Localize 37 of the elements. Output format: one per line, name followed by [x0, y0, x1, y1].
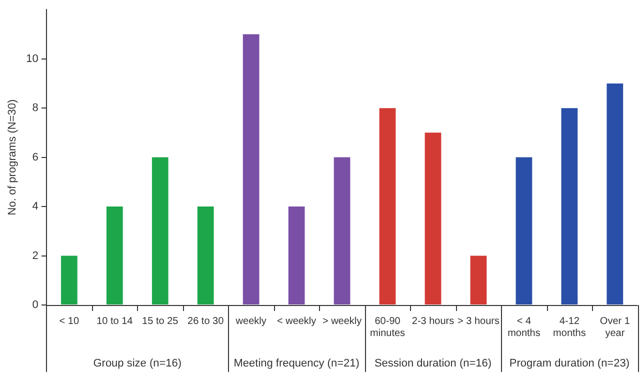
x-tick-label: 4-12 months — [553, 316, 586, 339]
bar — [470, 256, 487, 304]
bar — [152, 157, 168, 304]
bar — [334, 157, 350, 304]
x-tick-label: Over 1 year — [600, 316, 630, 339]
x-tick-label: 26 to 30 — [188, 316, 224, 327]
bar — [516, 157, 532, 304]
y-tick-label: 6 — [32, 151, 38, 164]
y-tick-label: 10 — [26, 52, 38, 65]
x-tick-label: 10 to 14 — [96, 316, 134, 327]
x-tick-label: < 10 — [59, 316, 80, 327]
x-tick-label: 2-3 hours — [412, 316, 454, 327]
bar — [288, 206, 305, 304]
bar — [561, 108, 578, 304]
x-tick-label: < 4 months — [508, 316, 540, 339]
y-tick-label: 4 — [32, 200, 38, 213]
text: Program duration (n=23) — [509, 358, 630, 370]
text: Group size (n=16) — [93, 358, 182, 370]
x-tick-label: 60-90 minutes — [370, 316, 406, 339]
bar — [242, 34, 260, 304]
bar — [106, 206, 123, 304]
bar — [606, 83, 624, 304]
y-tick-label: 8 — [32, 102, 38, 114]
bar — [197, 206, 214, 304]
text: Session duration (n=16) — [374, 358, 492, 370]
bar — [424, 132, 442, 304]
x-tick-label: > weekly — [322, 316, 362, 327]
bar — [60, 256, 78, 304]
y-axis-title: No. of programs (N=30) — [6, 99, 19, 216]
bar — [379, 108, 396, 304]
x-tick-label: > 3 hours — [457, 316, 500, 327]
x-tick-label: weekly — [234, 316, 266, 327]
y-tick-label: 0 — [32, 299, 38, 312]
x-tick-label: 15 to 25 — [142, 316, 179, 327]
x-tick-label: < weekly — [276, 316, 316, 327]
text: Meeting frequency (n=21) — [234, 358, 360, 370]
y-tick-label: 2 — [32, 250, 38, 262]
